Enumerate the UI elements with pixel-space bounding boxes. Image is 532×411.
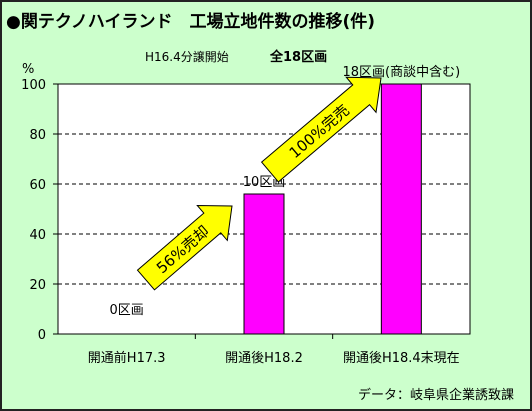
annotation-arrow-shape: [260, 76, 382, 183]
chart-title: ●関テクノハイランド 工場立地件数の推移(件): [6, 11, 375, 32]
data-label: 18区画(商談中含む): [342, 64, 460, 80]
y-axis-ticks: 0 20 40 60 80 100: [21, 78, 58, 343]
x-tick-label: 開通後H18.2: [225, 351, 303, 366]
y-tick-label: 20: [29, 278, 46, 293]
bars: [243, 83, 422, 335]
y-axis-unit: %: [22, 62, 34, 77]
source-note: データ：岐阜県企業誘致課: [358, 387, 514, 403]
chart-subtitle-bold: 全18区画: [269, 49, 327, 65]
data-label: 10区画: [243, 175, 286, 190]
x-tick-label: 開通後H18.4末現在: [343, 351, 460, 366]
x-axis-labels: 開通前H17.3 開通後H18.2 開通後H18.4末現在: [88, 334, 460, 366]
chart-subtitle: H16.4分譲開始: [145, 49, 229, 64]
bar: [380, 83, 422, 335]
data-labels: 0区画 10区画 18区画(商談中含む): [110, 64, 461, 318]
y-tick-label: 100: [21, 78, 46, 93]
bar: [243, 193, 285, 335]
annotation-arrow-shape: [136, 205, 233, 291]
data-label: 0区画: [110, 303, 144, 318]
y-tick-label: 60: [29, 178, 46, 193]
y-tick-label: 0: [38, 328, 46, 343]
y-tick-label: 80: [29, 128, 46, 143]
y-tick-label: 40: [29, 228, 46, 243]
x-tick-label: 開通前H17.3: [88, 350, 166, 366]
